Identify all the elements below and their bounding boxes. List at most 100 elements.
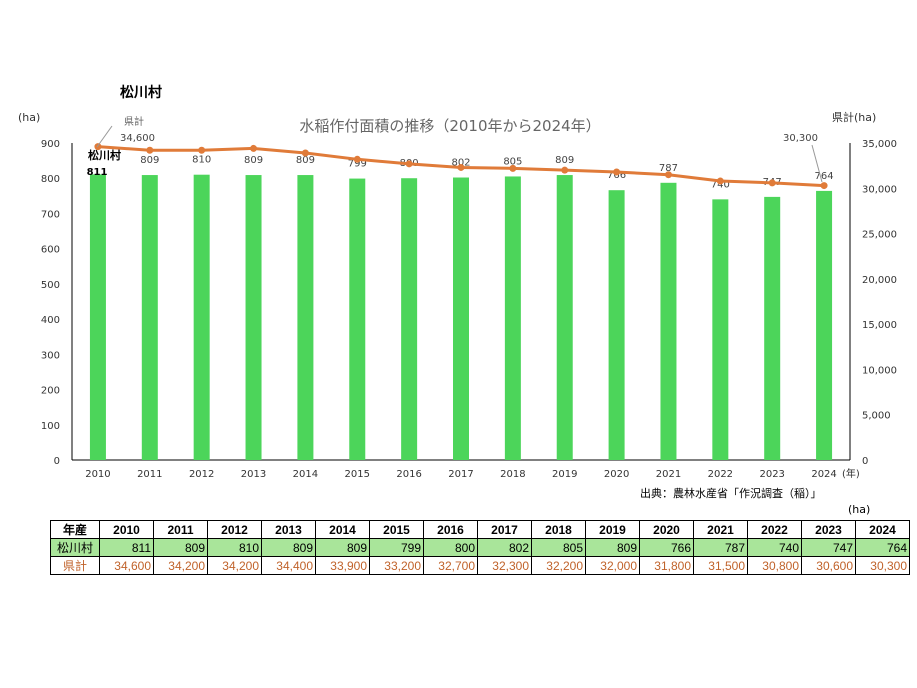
table-cell: 766 — [639, 538, 694, 557]
table-cell: 33,900 — [315, 556, 370, 575]
y-right-tick-label: 35,000 — [862, 139, 897, 150]
y-right-tick-label: 10,000 — [862, 365, 897, 376]
table-cell: 764 — [855, 538, 910, 557]
x-tick-label: 2013 — [241, 469, 266, 480]
table-cell: 34,200 — [207, 556, 262, 575]
bar-data-label: 809 — [244, 155, 263, 166]
table-cell: 747 — [801, 538, 856, 557]
y-left-tick-label: 200 — [41, 386, 60, 397]
line-point — [457, 163, 465, 171]
line-point — [768, 179, 776, 187]
table-cell: 31,500 — [693, 556, 748, 575]
bar — [712, 199, 729, 460]
bar — [504, 176, 521, 460]
table-unit: (ha) — [848, 503, 871, 516]
leader-line — [96, 125, 113, 148]
bar-data-label: 787 — [659, 163, 678, 174]
table-header-cell: 2014 — [315, 520, 370, 539]
table-row-label: 県計 — [50, 556, 100, 575]
table-header-cell: 2023 — [801, 520, 856, 539]
table-cell: 30,600 — [801, 556, 856, 575]
line-data-label: 30,300 — [783, 133, 818, 144]
page-title: 松川村 — [120, 85, 162, 101]
table-cell: 810 — [207, 538, 262, 557]
y-left-tick-label: 500 — [41, 280, 60, 291]
x-tick-label: 2020 — [604, 469, 629, 480]
bar — [141, 175, 158, 460]
table-cell: 802 — [477, 538, 532, 557]
bar-data-label: 809 — [555, 155, 574, 166]
bar-series-label: 松川村 — [88, 148, 121, 162]
table-cell: 32,300 — [477, 556, 532, 575]
line-series-label: 県計 — [124, 115, 144, 128]
table-cell: 31,800 — [639, 556, 694, 575]
x-tick-label: 2023 — [759, 469, 784, 480]
table-header-cell: 2012 — [207, 520, 262, 539]
chart-title: 水稲作付面積の推移（2010年から2024年） — [299, 117, 600, 135]
bar — [245, 175, 262, 460]
table-header-cell: 2019 — [585, 520, 640, 539]
x-tick-label: 2021 — [656, 469, 681, 480]
bar — [453, 177, 469, 461]
x-tick-label: 2018 — [500, 469, 525, 480]
chart: 水稲作付面積の推移（2010年から2024年） (ha) 県計(ha) 0 100 200… — [18, 110, 897, 480]
table-cell: 34,400 — [261, 556, 316, 575]
bar-data-label: 809 — [140, 155, 159, 166]
x-tick-label: 2011 — [137, 469, 162, 480]
bar — [556, 175, 573, 460]
line-point — [198, 146, 206, 154]
line-point — [664, 171, 672, 179]
table-row: 県計 34,600 34,200 34,200 34,400 33,900 33,200 32… — [50, 556, 910, 575]
table-cell: 809 — [153, 538, 208, 557]
table-cell: 787 — [693, 538, 748, 557]
table-header-cell: 2021 — [693, 520, 748, 539]
bar-data-label: 764 — [815, 171, 834, 182]
bar-data-label: 766 — [607, 170, 626, 181]
line-data-label: 34,600 — [120, 133, 155, 144]
table-header-row: 年産 2010 2011 2012 2013 2014 2015 2016 2017 2018 20… — [50, 520, 910, 539]
line-point — [613, 168, 621, 176]
y-axis-left-label: (ha) — [18, 111, 40, 124]
x-tick-label: 2010 — [85, 469, 110, 480]
table-header-cell: 2024 — [855, 520, 910, 539]
table-header-cell: 2013 — [261, 520, 316, 539]
bar-data-label: 799 — [348, 159, 367, 170]
x-tick-label: 2015 — [345, 469, 370, 480]
table-cell: 740 — [747, 538, 802, 557]
x-tick-label: 2019 — [552, 469, 577, 480]
table-cell: 809 — [585, 538, 640, 557]
bar-data-label: 805 — [503, 156, 522, 167]
y-axis-right-label: 県計(ha) — [832, 110, 876, 124]
line-point — [561, 166, 569, 174]
bar — [401, 178, 418, 460]
y-right-tick-label: 15,000 — [862, 320, 897, 331]
table-row-label: 松川村 — [50, 538, 100, 557]
table-cell: 30,800 — [747, 556, 802, 575]
x-tick-label: 2012 — [189, 469, 214, 480]
bar-data-label: 811 — [87, 167, 108, 178]
data-table: 年産 2010 2011 2012 2013 2014 2015 2016 2017 2018 20… — [50, 520, 910, 575]
bar — [660, 182, 677, 460]
y-right-tick-label: 30,000 — [862, 184, 897, 195]
leader-line — [811, 144, 823, 183]
y-left-tick-label: 0 — [54, 456, 60, 467]
y-right-tick-label: 20,000 — [862, 275, 897, 286]
table-header-cell: 2018 — [531, 520, 586, 539]
table-cell: 809 — [315, 538, 370, 557]
table-cell: 34,200 — [153, 556, 208, 575]
line-point — [716, 177, 724, 185]
table-cell: 33,200 — [369, 556, 424, 575]
table-cell: 32,000 — [585, 556, 640, 575]
table-cell: 32,200 — [531, 556, 586, 575]
line-point — [509, 164, 517, 172]
y-left-tick-label: 300 — [41, 350, 60, 361]
line-point — [146, 146, 154, 154]
table-cell: 799 — [369, 538, 424, 557]
x-tick-label: 2014 — [293, 469, 318, 480]
table-header-cell: 2015 — [369, 520, 424, 539]
y-left-tick-label: 400 — [41, 315, 60, 326]
table-cell: 32,700 — [423, 556, 478, 575]
line-point — [250, 144, 258, 152]
x-tick-label: 2017 — [448, 469, 473, 480]
x-tick-label: 2016 — [396, 469, 421, 480]
